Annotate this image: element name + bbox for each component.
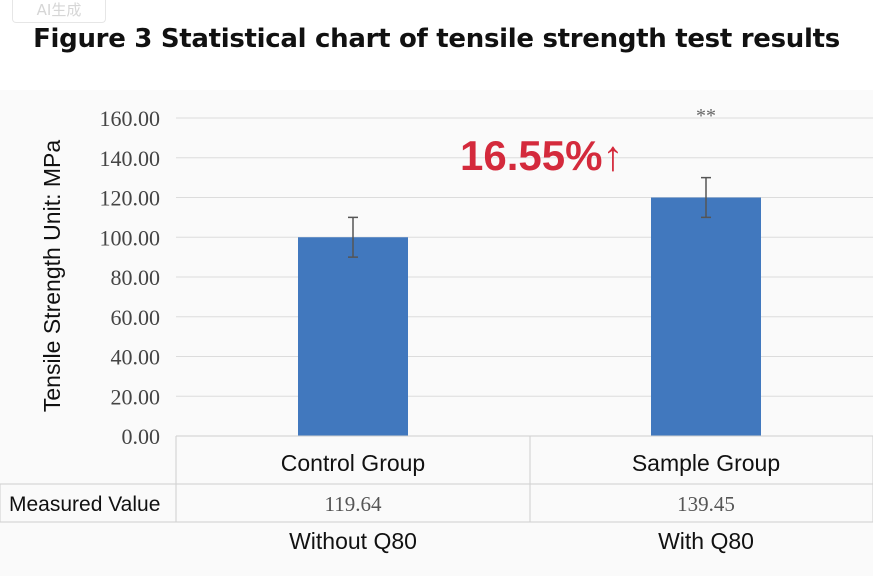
- data-table-lines: [0, 435, 873, 523]
- y-tick-label: 100.00: [100, 225, 161, 250]
- y-axis-ticks: 0.00 20.00 40.00 60.00 80.00 100.00 120.00 140.…: [100, 106, 161, 449]
- y-axis-label: Tensile Strength Unit: MPa: [39, 140, 65, 413]
- table-row-label: Measured Value: [9, 493, 160, 516]
- bar-control-group: [298, 237, 408, 436]
- y-tick-label: 80.00: [111, 265, 161, 290]
- bars: [298, 176, 761, 436]
- y-tick-label: 140.00: [100, 146, 161, 171]
- significance-marker: **: [696, 105, 716, 127]
- y-tick-label: 20.00: [111, 384, 161, 409]
- y-tick-label: 0.00: [122, 424, 161, 449]
- ai-generated-watermark: AI生成: [12, 0, 106, 23]
- y-tick-label: 120.00: [100, 186, 161, 211]
- measured-value-sample: 139.45: [677, 492, 735, 516]
- figure-title: Figure 3 Statistical chart of tensile st…: [33, 24, 840, 54]
- y-tick-label: 40.00: [111, 345, 161, 370]
- condition-with-q80: With Q80: [658, 528, 754, 554]
- category-label-sample: Sample Group: [632, 450, 780, 476]
- y-tick-label: 160.00: [100, 106, 161, 131]
- category-label-control: Control Group: [281, 450, 425, 476]
- measured-value-control: 119.64: [325, 492, 382, 516]
- bar-sample-group: [651, 197, 761, 436]
- y-tick-label: 60.00: [111, 305, 161, 330]
- condition-without-q80: Without Q80: [289, 528, 417, 554]
- increase-label: 16.55%↑: [460, 132, 623, 179]
